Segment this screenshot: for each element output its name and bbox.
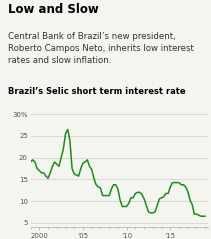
- Text: Central Bank of Brazil’s new president,
Roberto Campos Neto, inherits low intere: Central Bank of Brazil’s new president, …: [8, 32, 194, 65]
- Text: Low and Slow: Low and Slow: [8, 3, 99, 16]
- Text: Brazil’s Selic short term interest rate: Brazil’s Selic short term interest rate: [8, 87, 186, 96]
